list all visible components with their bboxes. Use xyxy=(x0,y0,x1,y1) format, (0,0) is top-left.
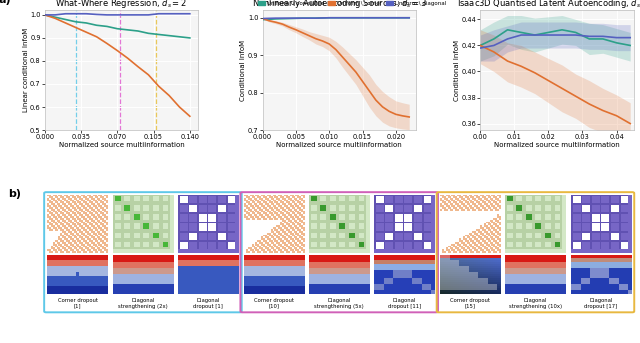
Y-axis label: Conditional InfoM: Conditional InfoM xyxy=(454,39,460,101)
X-axis label: Normalized source multiinformation: Normalized source multiinformation xyxy=(494,142,620,147)
Text: Diagonal
strengthening (5x): Diagonal strengthening (5x) xyxy=(314,298,364,309)
Legend: Uniform ∪ correlated, Uniform \ corner, Uniform \ diagonal: Uniform ∪ correlated, Uniform \ corner, … xyxy=(258,0,446,6)
Text: Diagonal
dropout [17]: Diagonal dropout [17] xyxy=(584,298,618,309)
Text: Diagonal
strengthening (2x): Diagonal strengthening (2x) xyxy=(118,298,168,309)
Text: Diagonal
strengthening (10x): Diagonal strengthening (10x) xyxy=(509,298,562,309)
Title: What-Where Regression, $d_s = 2$: What-Where Regression, $d_s = 2$ xyxy=(56,0,188,10)
Text: Corner dropout
[1]: Corner dropout [1] xyxy=(58,298,97,309)
Text: Diagonal
dropout [11]: Diagonal dropout [11] xyxy=(388,298,421,309)
Text: a): a) xyxy=(0,0,12,5)
Title: Nonlinearly Autoencoding Sources, $d_s = 3$: Nonlinearly Autoencoding Sources, $d_s =… xyxy=(252,0,427,10)
Title: Isaac3D Quantised Latent Autoencoding, $d_s = 6$: Isaac3D Quantised Latent Autoencoding, $… xyxy=(457,0,640,10)
Text: b): b) xyxy=(8,189,20,199)
Y-axis label: Conditional InfoM: Conditional InfoM xyxy=(241,39,246,101)
Text: Corner dropout
[15]: Corner dropout [15] xyxy=(450,298,490,309)
X-axis label: Normalized source multiinformation: Normalized source multiinformation xyxy=(276,142,402,147)
Text: Diagonal
dropout [1]: Diagonal dropout [1] xyxy=(193,298,223,309)
X-axis label: Normalized source multiinformation: Normalized source multiinformation xyxy=(59,142,184,147)
Y-axis label: Linear conditional InfoM: Linear conditional InfoM xyxy=(22,28,29,112)
Text: Corner dropout
[10]: Corner dropout [10] xyxy=(254,298,294,309)
